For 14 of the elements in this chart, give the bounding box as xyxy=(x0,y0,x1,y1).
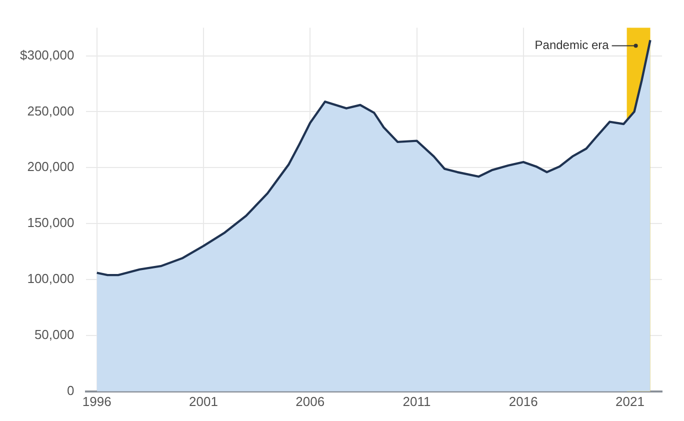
y-tick-label: 250,000 xyxy=(27,103,74,118)
y-tick-label: 50,000 xyxy=(34,327,74,342)
y-tick-label: 0 xyxy=(66,382,74,398)
y-tick-label: 200,000 xyxy=(27,159,74,174)
x-tick-label: 2021 xyxy=(616,394,644,409)
y-tick-label: 100,000 xyxy=(27,271,74,286)
x-tick-label: 2016 xyxy=(508,394,538,409)
x-tick-label: 2011 xyxy=(402,394,431,409)
y-tick-label: $300,000 xyxy=(20,47,74,62)
band-label: Pandemic era xyxy=(534,38,610,52)
x-tick-label: 2006 xyxy=(296,394,325,409)
x-tick-label: 2001 xyxy=(189,394,218,409)
y-tick-label: 150,000 xyxy=(27,215,74,230)
x-tick-label: 1996 xyxy=(82,394,112,409)
